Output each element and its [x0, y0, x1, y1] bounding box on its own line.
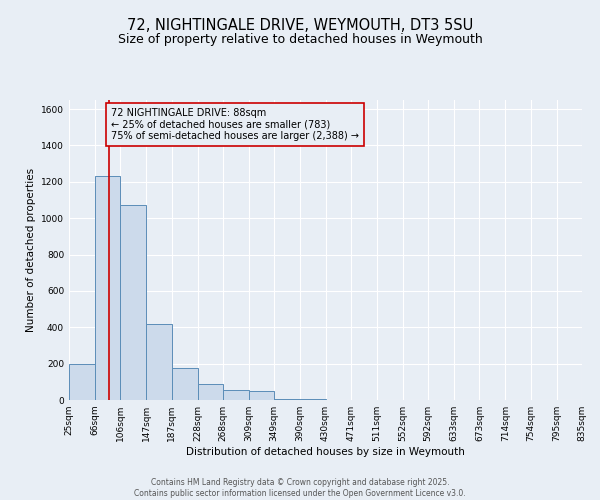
Text: 72 NIGHTINGALE DRIVE: 88sqm
← 25% of detached houses are smaller (783)
75% of se: 72 NIGHTINGALE DRIVE: 88sqm ← 25% of det…: [111, 108, 359, 140]
Bar: [249, 391, 274, 400]
X-axis label: Distribution of detached houses by size in Weymouth: Distribution of detached houses by size …: [186, 447, 465, 457]
Text: Contains HM Land Registry data © Crown copyright and database right 2025.
Contai: Contains HM Land Registry data © Crown c…: [134, 478, 466, 498]
Bar: [69, 364, 95, 400]
Y-axis label: Number of detached properties: Number of detached properties: [26, 168, 35, 332]
Bar: [223, 390, 249, 400]
Bar: [146, 324, 172, 400]
Bar: [274, 398, 300, 400]
Bar: [95, 176, 120, 400]
Bar: [197, 384, 223, 400]
Text: 72, NIGHTINGALE DRIVE, WEYMOUTH, DT3 5SU: 72, NIGHTINGALE DRIVE, WEYMOUTH, DT3 5SU: [127, 18, 473, 32]
Bar: [120, 206, 146, 400]
Text: Size of property relative to detached houses in Weymouth: Size of property relative to detached ho…: [118, 32, 482, 46]
Bar: [172, 368, 197, 400]
